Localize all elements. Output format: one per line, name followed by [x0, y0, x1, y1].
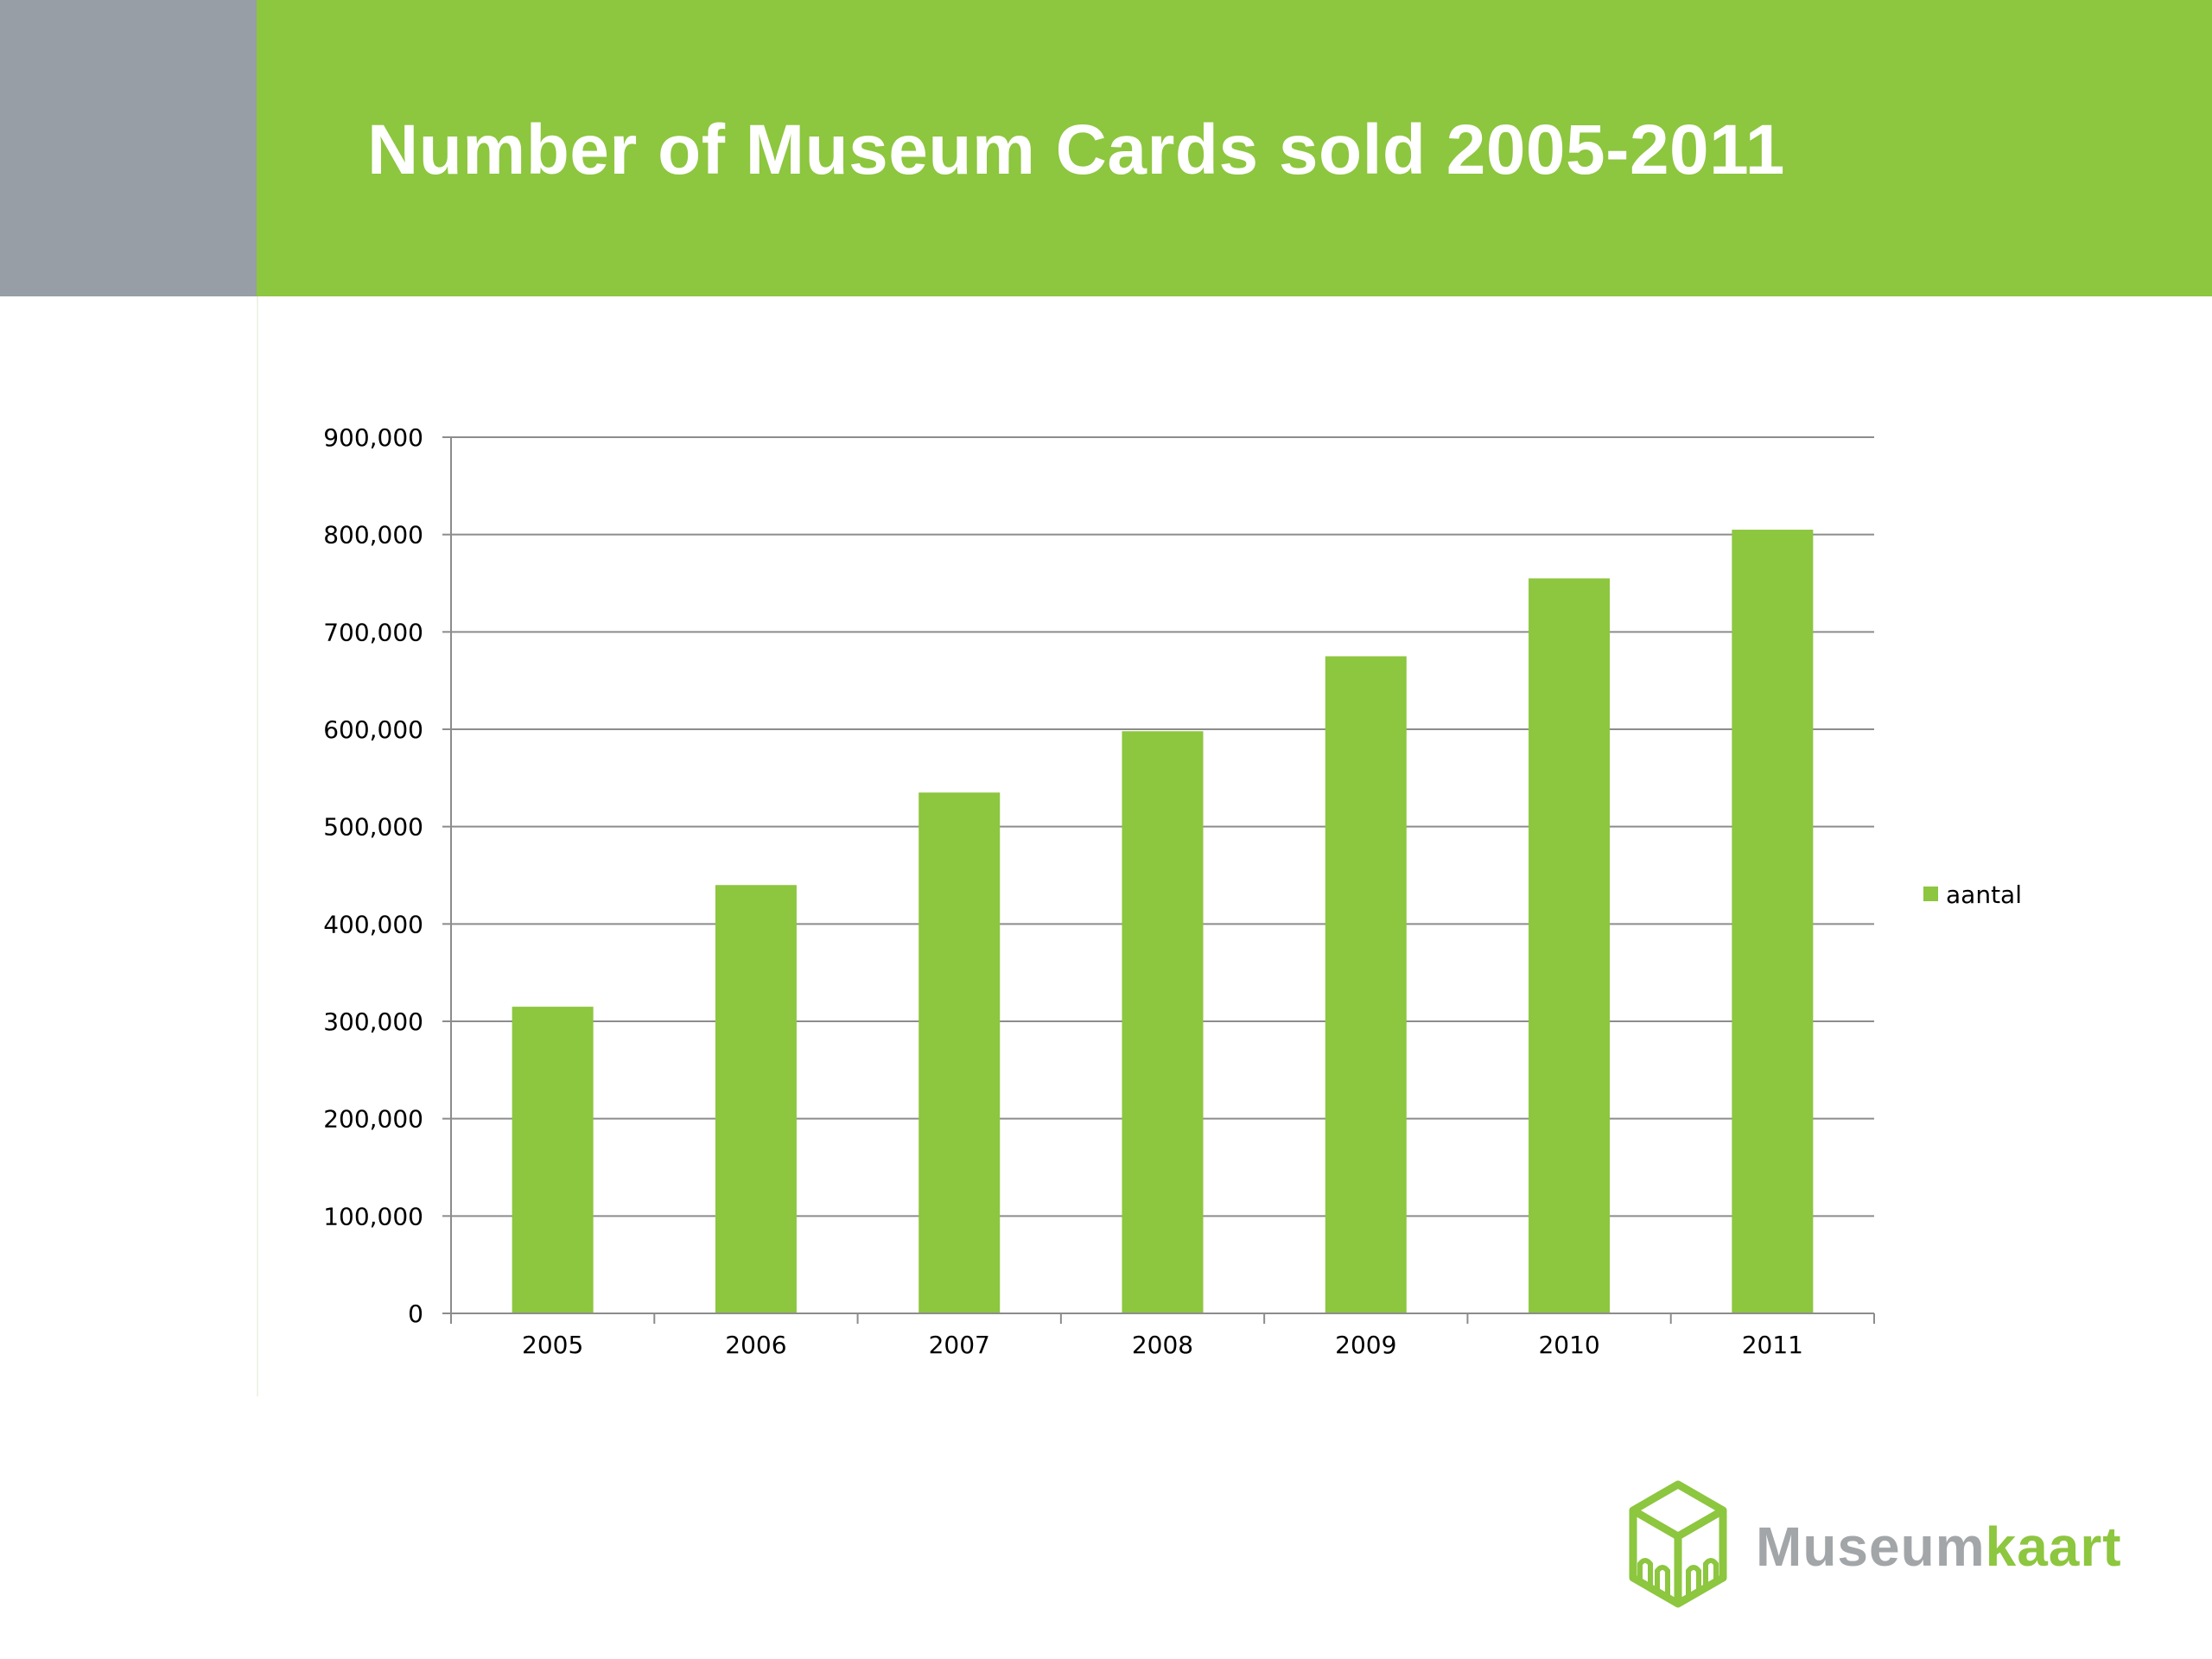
y-tick-label: 100,000 [323, 1202, 423, 1230]
legend-label: aantal [1946, 880, 2022, 909]
y-tick-label: 500,000 [323, 813, 423, 842]
y-tick-label: 700,000 [323, 618, 423, 646]
y-tick-label: 800,000 [323, 521, 423, 550]
y-tick-label: 400,000 [323, 910, 423, 938]
logo-text-kaart: kaart [1985, 1516, 2122, 1578]
museum-building-logo-icon [1629, 1480, 1727, 1608]
y-tick-label: 200,000 [323, 1105, 423, 1134]
axes [442, 436, 1875, 1324]
slide-title: Number of Museum Cards sold 2005-2011 [367, 111, 1785, 189]
bar-2005 [512, 1007, 594, 1313]
bar-2009 [1325, 656, 1407, 1313]
bar-2006 [715, 885, 797, 1313]
x-tick-label: 2009 [1335, 1331, 1396, 1359]
bar-2007 [918, 792, 1001, 1313]
bar-2010 [1529, 578, 1611, 1313]
x-tick-label: 2006 [725, 1331, 786, 1359]
y-tick-labels: 0 100,000 200,000 300,000 400,000 500,000 600,… [323, 423, 423, 1328]
logo-wordmark: Museumkaart [1756, 1514, 2122, 1580]
header-gray-block [0, 0, 257, 296]
x-tick-label: 2005 [522, 1331, 583, 1359]
side-divider [257, 296, 258, 1396]
header-green-band [257, 0, 2212, 296]
y-tick-label: 600,000 [323, 715, 423, 744]
x-tick-label: 2010 [1538, 1331, 1599, 1359]
logo-text-museum: Museum [1756, 1516, 1986, 1578]
legend: aantal [1923, 880, 2022, 909]
y-tick-label: 0 [408, 1300, 423, 1328]
bars [512, 530, 1814, 1313]
museumkaart-logo: Museumkaart [1624, 1478, 2143, 1616]
legend-swatch [1923, 887, 1938, 901]
x-tick-label: 2007 [929, 1331, 990, 1359]
x-tick-label: 2011 [1742, 1331, 1803, 1359]
bar-2008 [1122, 731, 1204, 1313]
x-tick-label: 2008 [1132, 1331, 1193, 1359]
y-tick-label: 300,000 [323, 1007, 423, 1036]
bar-2011 [1732, 530, 1814, 1313]
x-tick-labels: 2005 2006 2007 2008 2009 2010 2011 [522, 1331, 1803, 1359]
y-tick-label: 900,000 [323, 423, 423, 452]
